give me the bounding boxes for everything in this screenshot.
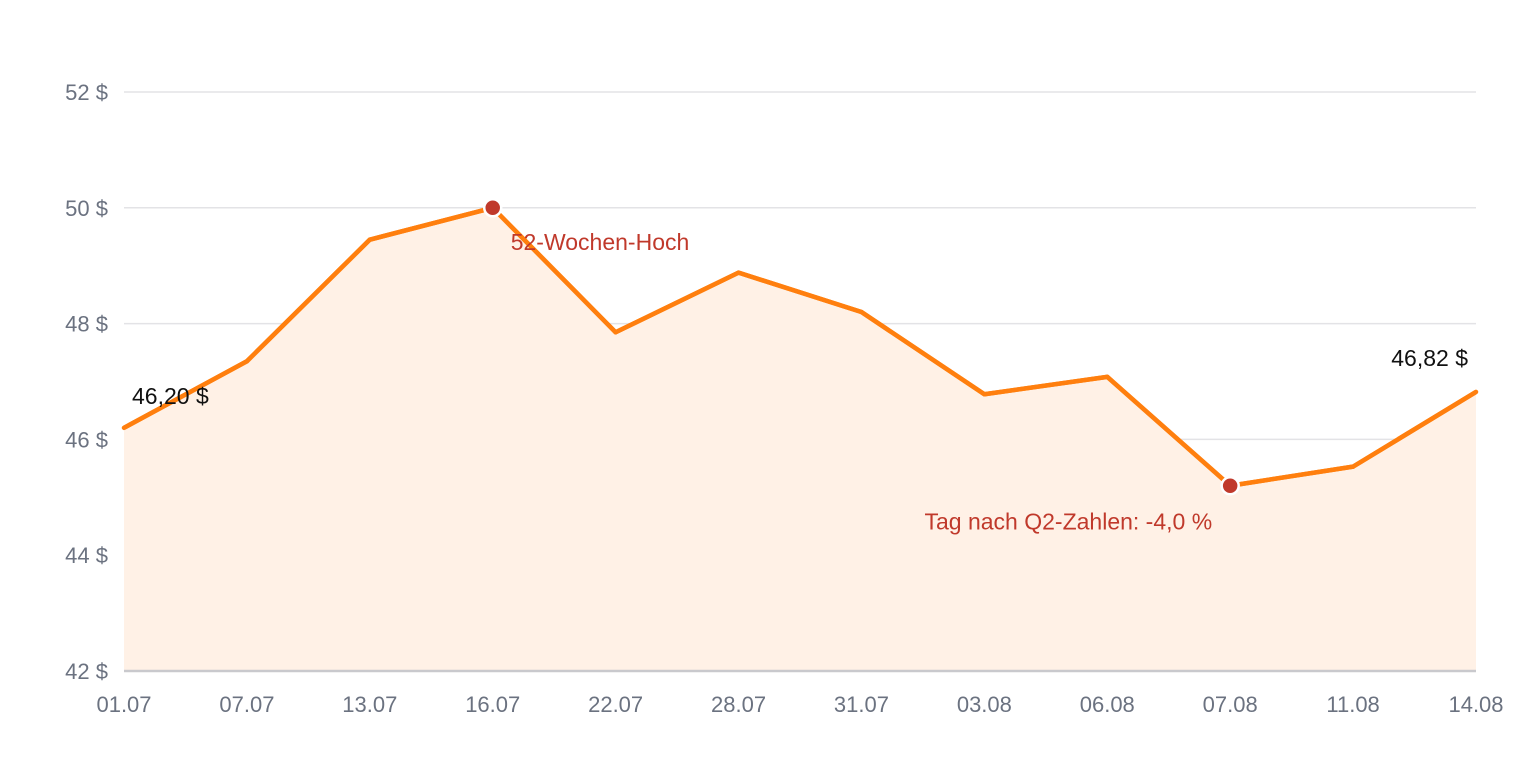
x-tick-label: 22.07 <box>588 692 643 717</box>
annotation-marker <box>1220 475 1240 496</box>
y-tick-label: 44 $ <box>65 543 108 568</box>
price-line <box>122 205 1478 488</box>
x-tick-label: 28.07 <box>711 692 766 717</box>
annotation-marker <box>482 198 503 218</box>
x-tick-label: 31.07 <box>834 692 889 717</box>
y-axis-ticks: 42 $ 44 $ 46 $ 48 $ 50 $ 52 $ <box>65 80 108 684</box>
y-tick-label: 46 $ <box>65 427 108 452</box>
y-tick-label: 42 $ <box>65 659 108 684</box>
x-tick-label: 13.07 <box>342 692 397 717</box>
x-tick-label: 07.07 <box>219 692 274 717</box>
y-tick-label: 52 $ <box>65 80 108 105</box>
x-tick-label: 06.08 <box>1080 692 1135 717</box>
price-area <box>124 207 1476 672</box>
x-axis-ticks: 01.07 07.07 13.07 16.07 22.07 28.07 31.07 03.08… <box>96 692 1503 717</box>
x-tick-label: 11.08 <box>1326 692 1379 717</box>
first-value-label: 46,20 $ <box>132 383 209 409</box>
chart-labels: 52-Wochen-Hoch Tag nach Q2-Zahlen: -4,0 %… <box>132 229 1468 535</box>
x-tick-label: 07.08 <box>1203 692 1258 717</box>
x-tick-label: 14.08 <box>1448 692 1503 717</box>
last-value-label: 46,82 $ <box>1391 345 1468 371</box>
annotation-label: 52-Wochen-Hoch <box>511 229 690 255</box>
area-layer <box>124 207 1476 672</box>
x-tick-label: 16.07 <box>465 692 520 717</box>
annotation-label: Tag nach Q2-Zahlen: -4,0 % <box>925 509 1213 535</box>
annotation-markers <box>482 198 1240 496</box>
y-tick-label: 48 $ <box>65 312 108 337</box>
y-tick-label: 50 $ <box>65 196 108 221</box>
line-layer <box>121 205 1479 488</box>
x-tick-label: 03.08 <box>957 692 1012 717</box>
x-tick-label: 01.07 <box>96 692 151 717</box>
